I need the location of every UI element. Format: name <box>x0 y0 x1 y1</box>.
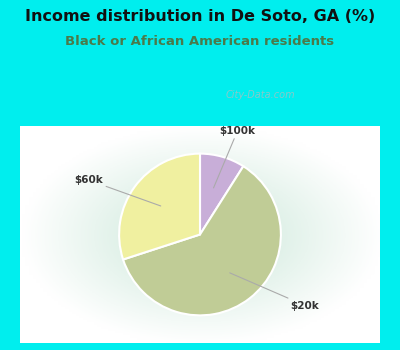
Wedge shape <box>119 154 200 259</box>
Text: City-Data.com: City-Data.com <box>225 90 295 99</box>
Text: Black or African American residents: Black or African American residents <box>66 35 334 48</box>
Text: $100k: $100k <box>214 126 256 188</box>
Text: $20k: $20k <box>230 273 320 310</box>
Wedge shape <box>200 154 243 234</box>
Text: Income distribution in De Soto, GA (%): Income distribution in De Soto, GA (%) <box>25 9 375 24</box>
Text: $60k: $60k <box>74 175 161 206</box>
Wedge shape <box>123 166 281 315</box>
